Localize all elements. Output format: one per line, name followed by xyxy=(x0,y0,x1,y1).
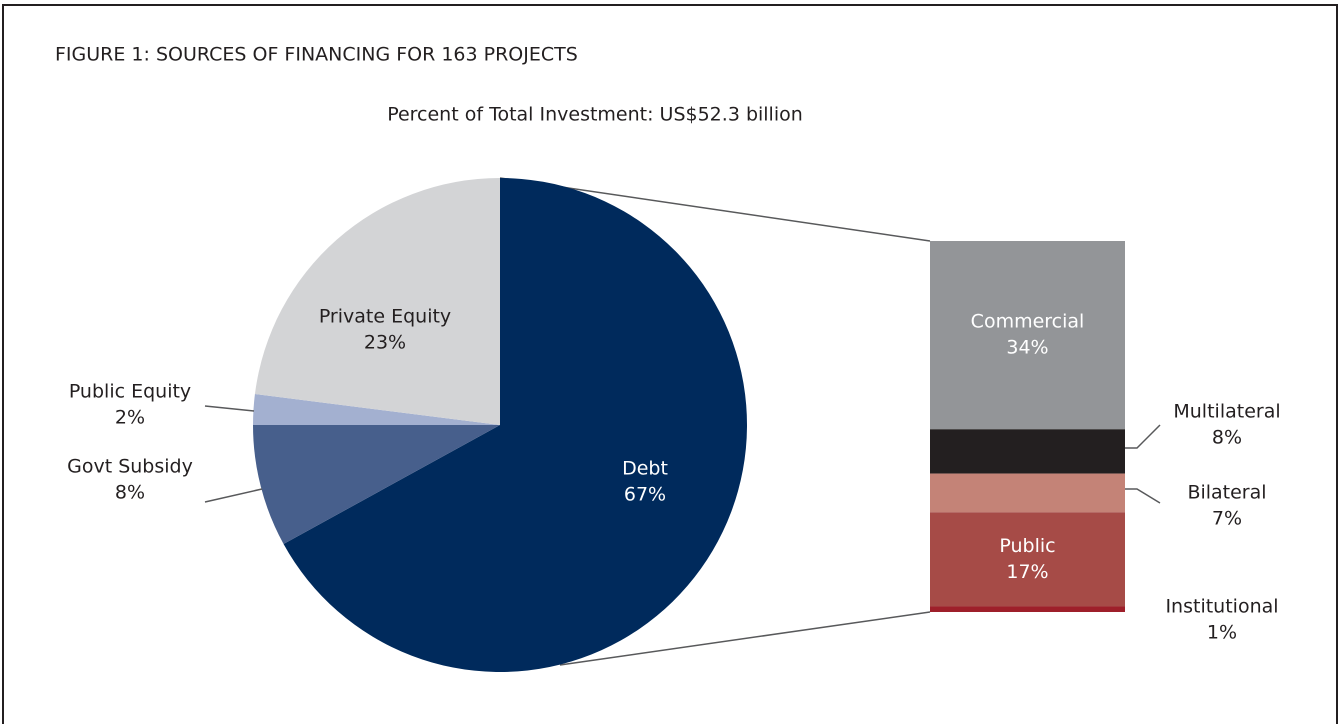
pie-slice xyxy=(253,425,500,544)
pie-slice xyxy=(253,394,500,425)
category-label: Public Equity xyxy=(69,381,191,403)
value-label: 7% xyxy=(1212,508,1242,530)
bar-segment xyxy=(930,606,1125,612)
value-label: 17% xyxy=(1006,561,1048,583)
pie-slice xyxy=(283,178,748,672)
leader-line xyxy=(204,405,255,412)
leader-line xyxy=(1125,424,1161,449)
pie-slice xyxy=(254,178,500,425)
bar-segment xyxy=(930,473,1125,513)
category-label: Public xyxy=(999,535,1055,557)
frame xyxy=(2,4,1338,724)
category-label: Debt xyxy=(622,458,668,480)
value-label: 34% xyxy=(1006,337,1048,359)
value-label: 2% xyxy=(115,407,145,429)
category-label: Private Equity xyxy=(319,306,451,328)
category-label: Multilateral xyxy=(1173,401,1280,423)
chart-title: FIGURE 1: SOURCES OF FINANCING FOR 163 P… xyxy=(55,44,578,66)
connector xyxy=(499,177,931,242)
connector xyxy=(559,611,931,666)
bar-segment xyxy=(930,512,1125,607)
leader-line xyxy=(1125,488,1161,504)
value-label: 67% xyxy=(624,484,666,506)
category-label: Govt Subsidy xyxy=(67,456,193,478)
category-label: Institutional xyxy=(1165,596,1278,618)
category-label: Bilateral xyxy=(1187,482,1266,504)
value-label: 23% xyxy=(364,332,406,354)
chart-subtitle: Percent of Total Investment: US$52.3 bil… xyxy=(387,104,803,126)
bar-segment xyxy=(930,241,1125,430)
value-label: 8% xyxy=(115,482,145,504)
value-label: 8% xyxy=(1212,427,1242,449)
value-label: 1% xyxy=(1207,622,1237,644)
bar-segment xyxy=(930,429,1125,474)
leader-line xyxy=(204,488,263,503)
category-label: Commercial xyxy=(971,311,1085,333)
